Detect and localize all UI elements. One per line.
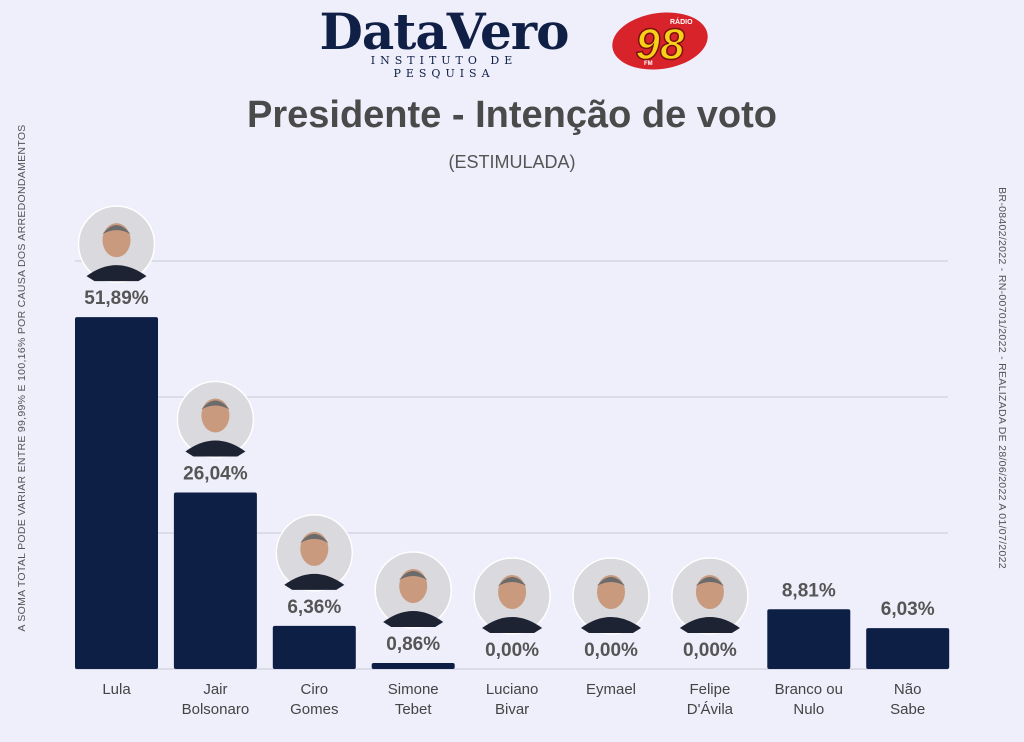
data-label-4: 0,00% (485, 640, 539, 661)
chart-subtitle: (ESTIMULADA) (448, 152, 576, 172)
category-label-5: Eymael (586, 681, 636, 698)
data-label-1: 26,04% (183, 463, 248, 484)
candidate-photo-2 (275, 514, 354, 592)
candidate-photo-5 (572, 557, 650, 635)
brand-tagline: INSTITUTO DE PESQUISA (370, 54, 518, 80)
photos-layer (77, 205, 749, 635)
bar-2 (272, 625, 356, 669)
category-label-1: Jair Bolsonaro (182, 681, 250, 718)
candidate-photo-3 (374, 551, 452, 629)
bars-layer (75, 317, 950, 669)
category-label-8: Não Sabe (890, 681, 925, 718)
bar-3 (371, 663, 455, 669)
bar-0 (75, 317, 158, 669)
radio-logo-top: RÁDIO (670, 17, 693, 26)
data-label-7: 8,81% (782, 580, 836, 601)
data-label-3: 0,86% (386, 634, 440, 655)
data-label-8: 6,03% (881, 599, 935, 620)
bar-7 (767, 609, 851, 669)
candidate-photo-1 (176, 380, 255, 459)
candidate-photo-6 (671, 557, 749, 635)
data-label-6: 0,00% (683, 640, 737, 661)
category-label-7: Branco ou Nulo (775, 681, 843, 718)
data-label-0: 51,89% (84, 288, 149, 309)
labels-layer: 51,89% Lula 26,04% Jair Bolsonaro 6,36% Ciro Go… (84, 288, 934, 718)
candidate-photo-4 (473, 557, 551, 635)
chart-title: Presidente - Intenção de voto (247, 94, 777, 136)
radio-logo-bottom: FM (644, 61, 653, 67)
bar-1 (173, 492, 257, 669)
bar-8 (866, 628, 950, 669)
category-label-4: Luciano Bivar (486, 681, 539, 718)
category-label-0: Lula (102, 681, 131, 698)
radio-logo-number: 98 (636, 20, 685, 69)
data-label-5: 0,00% (584, 640, 638, 661)
candidate-photo-0 (77, 205, 156, 283)
category-label-2: Ciro Gomes (290, 681, 338, 718)
brand-name: DataVero (319, 2, 570, 61)
data-label-2: 6,36% (287, 597, 341, 618)
brand-logo: DataVero INSTITUTO DE PESQUISA (316, 2, 572, 81)
radio-98-logo: RÁDIO 98 FM (612, 12, 708, 70)
category-label-6: Felipe D'Ávila (687, 681, 734, 718)
category-label-3: Simone Tebet (388, 681, 439, 718)
